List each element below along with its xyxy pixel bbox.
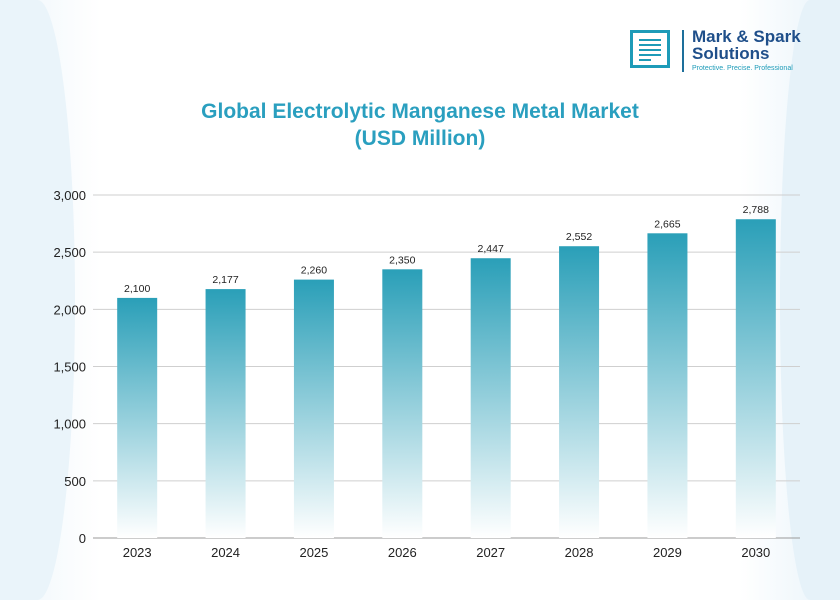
x-tick-label: 2029 — [653, 545, 682, 560]
background-shape — [780, 0, 840, 600]
data-label: 2,260 — [301, 265, 327, 277]
y-tick-label: 1,000 — [53, 417, 86, 432]
x-tick-label: 2027 — [476, 545, 505, 560]
y-tick-label: 3,000 — [53, 188, 86, 203]
y-tick-label: 1,500 — [53, 360, 86, 375]
x-tick-label: 2025 — [299, 545, 328, 560]
logo-divider — [682, 30, 684, 72]
bar-2029 — [647, 233, 688, 538]
bar-2030 — [735, 219, 776, 539]
y-tick-label: 500 — [64, 474, 86, 489]
bar-2025 — [293, 279, 334, 538]
y-tick-label: 2,500 — [53, 245, 86, 260]
background-shape — [0, 0, 75, 600]
x-tick-label: 2030 — [741, 545, 770, 560]
data-label: 2,552 — [566, 231, 592, 243]
document-icon — [630, 30, 670, 68]
bar-2028 — [559, 246, 600, 539]
x-tick-label: 2024 — [211, 545, 240, 560]
x-tick-label: 2028 — [565, 545, 594, 560]
data-label: 2,447 — [478, 243, 504, 255]
data-label: 2,788 — [743, 204, 769, 216]
chart-title: Global Electrolytic Manganese Metal Mark… — [0, 98, 840, 152]
x-tick-label: 2023 — [123, 545, 152, 560]
logo-name: Mark & Spark Solutions — [692, 27, 801, 63]
data-label: 2,350 — [389, 254, 415, 266]
chart-subtitle: (USD Million) — [354, 127, 486, 150]
bar-2027 — [470, 258, 511, 538]
data-label: 2,100 — [124, 283, 150, 295]
bar-2023 — [117, 297, 158, 538]
data-label: 2,177 — [212, 274, 238, 286]
y-tick-label: 0 — [79, 531, 86, 546]
bar-2026 — [382, 269, 423, 538]
company-logo: Mark & Spark Solutions Protective. Precis… — [630, 28, 820, 78]
x-tick-label: 2026 — [388, 545, 417, 560]
logo-tagline: Protective. Precise. Professional — [692, 65, 793, 72]
data-label: 2,665 — [654, 218, 680, 230]
y-tick-label: 2,000 — [53, 302, 86, 317]
bar-2024 — [205, 289, 246, 538]
chart-title-main: Global Electrolytic Manganese Metal Mark… — [201, 100, 639, 123]
